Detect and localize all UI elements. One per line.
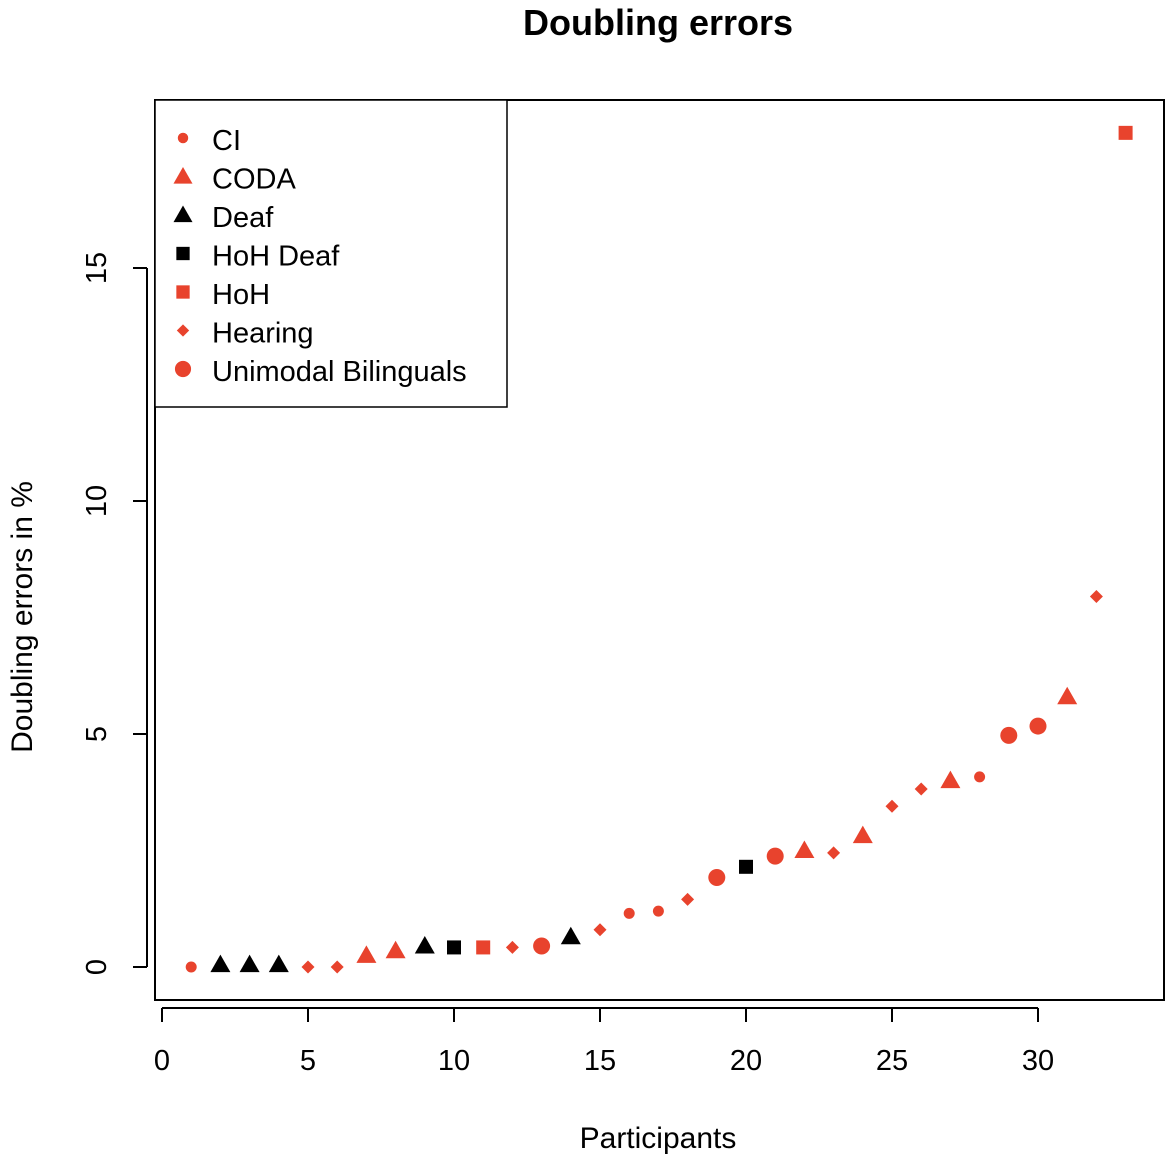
plot-frame (154, 99, 1165, 1001)
x-axis-label: Participants (580, 1122, 737, 1155)
legend: CI CODA Deaf HoH Deaf HoH Hearing Unimodal Bil… (154, 99, 508, 408)
y-tick-label: 0 (81, 959, 113, 975)
data-point (447, 940, 461, 955)
data-point (1057, 686, 1078, 705)
data-point (593, 923, 607, 937)
data-point (708, 869, 726, 887)
y-tick-label: 15 (81, 252, 113, 284)
legend-marker (176, 246, 190, 261)
data-point (739, 859, 753, 874)
legend-marker (173, 205, 193, 223)
data-point (681, 892, 695, 906)
data-point (623, 907, 635, 919)
data-point (852, 825, 873, 844)
data-point (560, 926, 581, 945)
data-point (210, 954, 231, 973)
x-tick-label: 20 (730, 1045, 762, 1077)
data-point (1118, 125, 1133, 140)
legend-frame (154, 99, 508, 408)
data-point (827, 846, 841, 860)
y-tick-label: 5 (81, 726, 113, 742)
data-point (268, 954, 289, 973)
legend-marker (173, 167, 193, 184)
data-point (330, 960, 344, 974)
legend-entry: Deaf (212, 202, 274, 234)
x-tick-label: 15 (584, 1045, 616, 1077)
data-points (185, 125, 1133, 974)
data-point (766, 847, 784, 865)
legend-entry: HoH (212, 279, 270, 311)
legend-entry: HoH Deaf (212, 241, 340, 273)
data-point (1029, 717, 1047, 735)
y-axis-label: Doubling errors in % (6, 481, 39, 753)
legend-entry: Hearing (212, 318, 314, 350)
data-point (185, 961, 197, 973)
data-point (940, 770, 961, 789)
legend-entry: CODA (212, 164, 296, 196)
data-point (533, 937, 551, 955)
legend-marker (174, 360, 192, 378)
data-point (301, 960, 315, 974)
x-tick-label: 10 (438, 1045, 470, 1077)
x-tick-label: 5 (300, 1045, 316, 1077)
data-point (885, 799, 899, 813)
legend-marker (177, 132, 189, 144)
x-tick-label: 0 (154, 1045, 170, 1077)
data-point (1089, 590, 1103, 604)
legend-entry: CI (212, 125, 241, 157)
x-axis: 0 5 10 15 20 25 30 (154, 1007, 1054, 1077)
y-tick-label: 10 (81, 485, 113, 517)
data-point (1000, 726, 1018, 744)
data-point (794, 840, 815, 858)
y-axis: 0 5 10 15 (81, 252, 148, 975)
data-point (974, 771, 986, 783)
data-point (385, 940, 406, 959)
data-point (414, 936, 435, 954)
x-tick-label: 30 (1022, 1045, 1054, 1077)
data-point (505, 940, 519, 954)
legend-marker (176, 285, 190, 299)
x-tick-label: 25 (876, 1045, 908, 1077)
data-point (476, 940, 491, 955)
data-point (239, 954, 260, 973)
legend-entry: Unimodal Bilinguals (212, 356, 467, 388)
data-point (914, 782, 928, 796)
data-point (652, 905, 664, 917)
legend-marker (176, 324, 190, 337)
chart-title: Doubling errors (523, 2, 793, 43)
data-point (356, 945, 377, 963)
